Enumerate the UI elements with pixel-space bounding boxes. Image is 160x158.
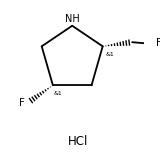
Text: HCl: HCl	[68, 135, 89, 148]
Text: F: F	[19, 98, 25, 108]
Text: NH: NH	[65, 14, 80, 24]
Text: &1: &1	[54, 91, 62, 96]
Text: &1: &1	[105, 52, 114, 57]
Text: F: F	[156, 38, 160, 48]
